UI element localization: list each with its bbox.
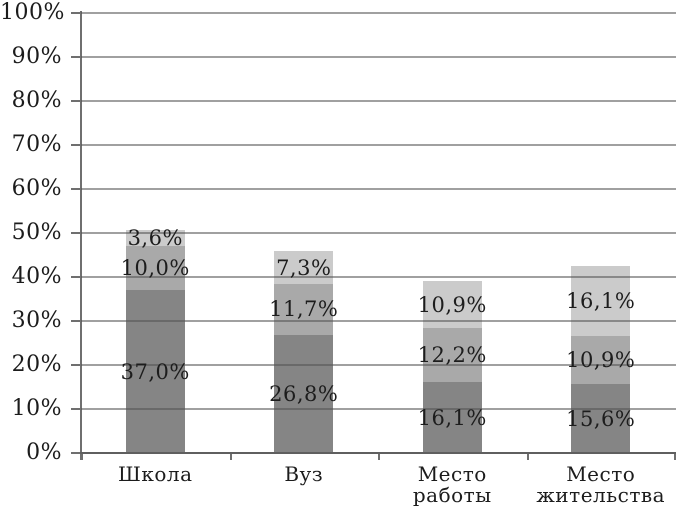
data-label: 7,3% xyxy=(276,255,332,280)
bar-segment-middle-segment-medium-gray xyxy=(422,328,482,383)
gridline-90 xyxy=(81,56,676,58)
x-axis-category-label: Место жительства xyxy=(536,462,666,507)
bar-segment-bottom-segment-dark-gray xyxy=(274,335,334,453)
y-axis-tick-label: 70% xyxy=(11,132,62,157)
data-label: 15,6% xyxy=(566,406,636,431)
y-axis-tick-label: 50% xyxy=(11,220,62,245)
y-axis-tick-40 xyxy=(71,276,81,278)
y-axis-tick-100 xyxy=(71,12,81,14)
bar-segment-top-segment-light-gray xyxy=(125,230,185,247)
x-axis-tick xyxy=(378,453,380,460)
gridline-100 xyxy=(81,12,676,14)
y-axis-tick-20 xyxy=(71,364,81,366)
data-label: 37,0% xyxy=(120,359,190,384)
y-axis-tick-60 xyxy=(71,188,81,190)
y-axis-tick-80 xyxy=(71,100,81,102)
gridline-60 xyxy=(81,188,676,190)
data-label: 26,8% xyxy=(269,382,339,407)
bar-segment-middle-segment-medium-gray xyxy=(571,336,631,385)
gridline-80 xyxy=(81,100,676,102)
y-axis-tick-10 xyxy=(71,408,81,410)
gridline-70 xyxy=(81,144,676,146)
y-axis-tick-label: 100% xyxy=(0,0,65,25)
y-axis-tick-label: 20% xyxy=(11,352,62,377)
bar-segment-middle-segment-medium-gray xyxy=(125,246,185,291)
x-axis-tick xyxy=(81,453,83,460)
data-label: 16,1% xyxy=(417,405,487,430)
data-label: 10,9% xyxy=(417,292,487,317)
y-axis-tick-label: 0% xyxy=(26,440,62,465)
gridline-40 xyxy=(81,276,676,278)
data-label: 10,9% xyxy=(566,348,636,373)
y-axis-line xyxy=(80,11,82,460)
gridline-10 xyxy=(81,408,676,410)
y-axis-tick-label: 40% xyxy=(11,264,62,289)
y-axis-tick-50 xyxy=(71,232,81,234)
gridline-30 xyxy=(81,320,676,322)
y-axis-tick-label: 80% xyxy=(11,88,62,113)
data-label: 3,6% xyxy=(127,226,183,251)
y-axis-tick-label: 60% xyxy=(11,176,62,201)
y-axis-tick-label: 90% xyxy=(11,44,62,69)
y-axis-tick-30 xyxy=(71,320,81,322)
bar-segment-bottom-segment-dark-gray xyxy=(125,290,185,453)
x-axis-tick xyxy=(229,453,232,460)
data-label: 16,1% xyxy=(566,288,636,313)
gridline-20 xyxy=(81,364,676,366)
x-axis-line xyxy=(80,452,676,454)
bar-segment-top-segment-light-gray xyxy=(274,251,334,284)
data-label: 10,0% xyxy=(120,256,190,281)
bar-segment-middle-segment-medium-gray xyxy=(274,283,334,336)
y-axis-tick-70 xyxy=(71,144,81,146)
data-label: 12,2% xyxy=(417,343,487,368)
bar-segment-bottom-segment-dark-gray xyxy=(422,382,482,453)
gridline-50 xyxy=(81,232,676,234)
y-axis-tick-label: 30% xyxy=(11,308,62,333)
y-axis-tick-label: 10% xyxy=(11,396,62,421)
x-axis-tick xyxy=(674,453,676,460)
data-label: 11,7% xyxy=(269,297,339,322)
bar-segment-bottom-segment-dark-gray xyxy=(571,384,631,453)
x-axis-category-label: Место работы xyxy=(412,462,492,507)
x-axis-category-label: Школа xyxy=(118,462,193,486)
x-axis-category-label: Вуз xyxy=(284,462,324,486)
y-axis-tick-90 xyxy=(71,56,81,58)
y-axis-tick-0 xyxy=(71,452,81,454)
x-axis-tick xyxy=(526,453,529,460)
